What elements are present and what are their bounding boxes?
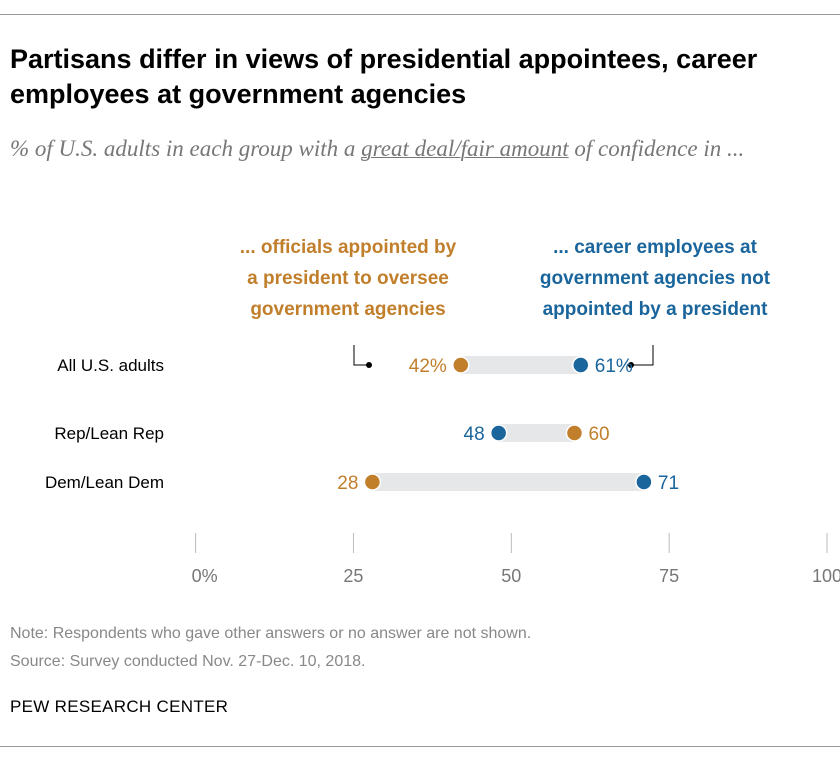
data-point-officials (452, 356, 470, 374)
data-point-officials (565, 424, 584, 442)
data-label: 28 (337, 473, 358, 494)
data-label: 60 (588, 424, 609, 445)
x-tick-label: 50 (501, 566, 521, 586)
bracket-dot-left (366, 362, 372, 368)
connector-bar (498, 424, 575, 442)
x-tick-label: 0% (192, 566, 218, 586)
legend-line: appointed by a president (542, 299, 768, 320)
data-point-officials (363, 473, 382, 491)
dot-plot: All U.S. adults 42% 61% Rep/Lean Rep 60 48 Dem… (45, 345, 840, 586)
data-label: 71 (658, 473, 679, 494)
bottom-rule (0, 746, 840, 747)
subtitle-text: % of U.S. adults in each group with a (10, 136, 362, 161)
data-label: 48 (464, 424, 485, 445)
connector-bar (372, 473, 644, 491)
connector-bar (460, 356, 581, 374)
note: Note: Respondents who gave other answers… (10, 625, 532, 642)
data-point-career (489, 424, 508, 442)
legend-line: government agencies not (539, 268, 771, 289)
data-point-career (635, 473, 653, 491)
legend-line: government agencies (250, 299, 446, 320)
legend-bracket-right (631, 345, 654, 366)
category-label: Rep/Lean Rep (54, 424, 164, 443)
subtitle-underlined: great deal/fair amount (361, 136, 569, 161)
legend-bracket-left (353, 345, 369, 366)
subtitle-text-end: of confidence in ... (568, 136, 745, 161)
legend-officials: ... officials appointed by a president t… (198, 232, 498, 325)
pew-logo-text: PEW RESEARCH CENTER (10, 697, 229, 716)
legend-line: ... career employees at (553, 237, 757, 258)
category-label: All U.S. adults (57, 356, 164, 375)
legend-career-employees: ... career employees at government agenc… (505, 232, 805, 325)
x-tick-label: 25 (343, 566, 363, 586)
x-tick-label: 100 (812, 566, 840, 586)
data-label: 61% (595, 356, 633, 377)
legend-line: a president to oversee (247, 268, 449, 289)
chart-subtitle: % of U.S. adults in each group with a gr… (10, 132, 830, 166)
bracket-dot-right (628, 362, 634, 368)
data-label: 42% (409, 356, 447, 377)
x-tick-label: 75 (659, 566, 679, 586)
top-rule (0, 14, 840, 15)
category-label: Dem/Lean Dem (45, 473, 164, 492)
data-point-career (572, 356, 590, 374)
legend-line: ... officials appointed by (239, 237, 457, 258)
chart-title: Partisans differ in views of presidentia… (10, 44, 758, 109)
source: Source: Survey conducted Nov. 27-Dec. 10… (10, 653, 366, 670)
